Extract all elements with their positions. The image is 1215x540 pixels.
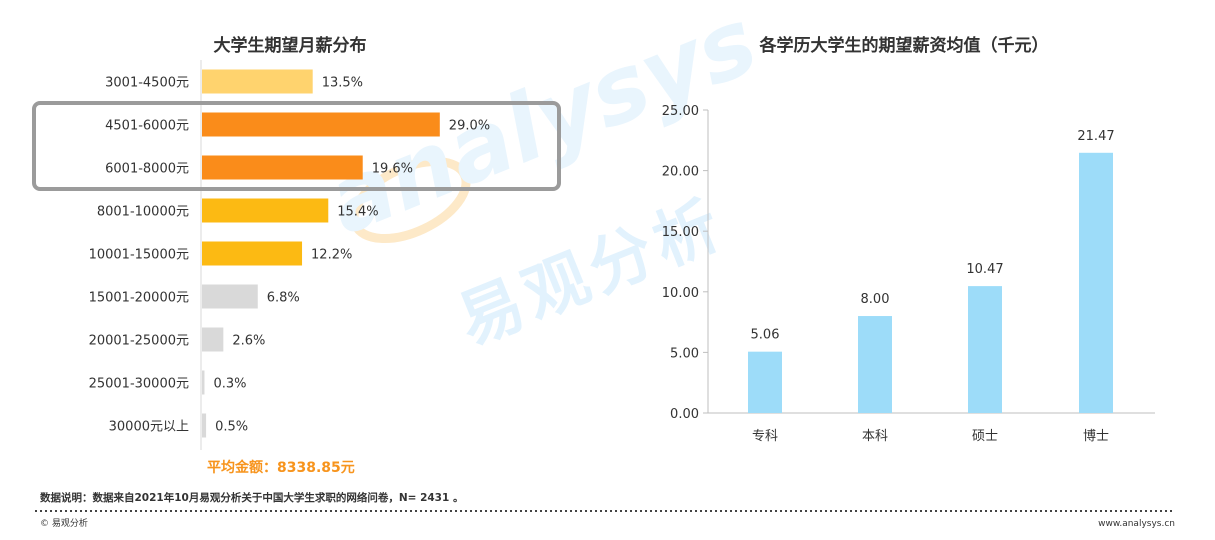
x-category-label: 本科 (862, 429, 888, 444)
right-bar (968, 286, 1002, 413)
left-chart-title: 大学生期望月薪分布 (214, 35, 367, 56)
left-bar (202, 241, 303, 266)
left-value-label: 2.6% (232, 334, 265, 349)
left-category-label: 15001-20000元 (89, 291, 189, 306)
data-note: 数据说明：数据来自2021年10月易观分析关于中国大学生求职的网络问卷，N= 2… (39, 491, 463, 504)
right-bar (748, 351, 782, 413)
left-bar (202, 413, 207, 438)
right-value-label: 21.47 (1077, 129, 1114, 144)
left-bars: 3001-4500元 13.5% 4501-6000元 29.0% 6001-8000元… (89, 69, 490, 438)
left-category-label: 10001-15000元 (89, 248, 189, 263)
left-value-label: 12.2% (311, 248, 352, 263)
left-bar (202, 69, 313, 94)
right-bar (1079, 152, 1113, 413)
left-value-label: 19.6% (372, 162, 413, 177)
y-tick-label: 20.00 (662, 165, 699, 180)
copyright-text: © 易观分析 (40, 517, 88, 529)
left-category-label: 25001-30000元 (89, 377, 189, 392)
y-tick-label: 25.00 (662, 104, 699, 119)
left-value-label: 15.4% (337, 205, 378, 220)
left-value-label: 6.8% (267, 291, 300, 306)
left-bar (202, 155, 363, 180)
left-category-label: 6001-8000元 (105, 162, 189, 177)
highlight-frame (32, 101, 561, 191)
left-value-label: 0.3% (213, 377, 246, 392)
x-category-label: 博士 (1083, 429, 1109, 444)
right-value-label: 10.47 (966, 262, 1003, 277)
watermark-logo-swoosh (349, 156, 471, 244)
average-amount-label: 平均金额：8338.85元 (207, 459, 355, 476)
left-bar (202, 112, 440, 137)
left-bar (202, 370, 205, 395)
degree-salary-chart: 各学历大学生的期望薪资均值（千元） 0.00 5.00 10.00 15.00 20.0… (662, 35, 1155, 444)
left-category-label: 30000元以上 (109, 420, 189, 435)
right-bars: 5.06 专科 8.00 本科 10.47 硕士 21.47 博士 (748, 129, 1115, 444)
watermark-cn: 易观分析 (448, 186, 735, 360)
salary-distribution-chart: 大学生期望月薪分布 3001-4500元 13.5% 4501-6000元 29.0%… (32, 35, 561, 476)
left-category-label: 8001-10000元 (97, 205, 189, 220)
y-tick-label: 10.00 (662, 286, 699, 301)
left-value-label: 13.5% (322, 76, 363, 91)
x-category-label: 硕士 (972, 429, 998, 444)
y-tick-label: 5.00 (670, 346, 699, 361)
watermark: analysys 易观分析 (313, 0, 771, 360)
y-tick-label: 0.00 (670, 407, 699, 422)
site-link[interactable]: www.analysys.cn (1098, 519, 1175, 529)
left-bar (202, 327, 224, 352)
right-value-label: 8.00 (861, 292, 890, 307)
left-bar (202, 198, 329, 223)
right-axis-ticks: 0.00 5.00 10.00 15.00 20.00 25.00 (662, 104, 708, 422)
right-value-label: 5.06 (751, 328, 780, 343)
left-value-label: 29.0% (449, 119, 490, 134)
x-category-label: 专科 (752, 429, 778, 444)
y-tick-label: 15.00 (662, 225, 699, 240)
left-category-label: 4501-6000元 (105, 119, 189, 134)
left-category-label: 20001-25000元 (89, 334, 189, 349)
right-chart-title: 各学历大学生的期望薪资均值（千元） (759, 35, 1049, 56)
left-value-label: 0.5% (215, 420, 248, 435)
right-bar (858, 316, 892, 413)
left-bar (202, 284, 258, 309)
left-category-label: 3001-4500元 (105, 76, 189, 91)
